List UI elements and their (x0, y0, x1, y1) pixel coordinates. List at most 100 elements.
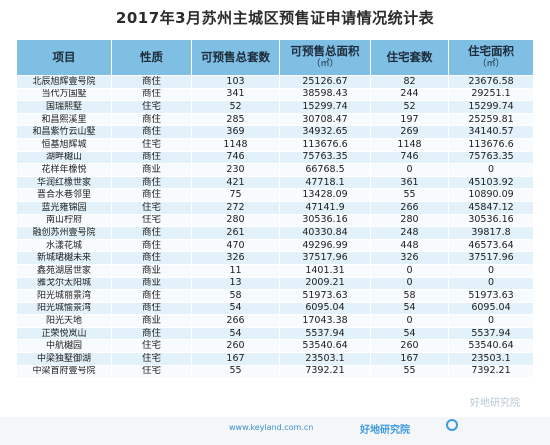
table-row: 中航樾园 住宅 260 53540.64 260 53540.64 (16, 339, 534, 354)
cell-total-area: 37517.96 (279, 251, 371, 265)
header-total-units: 可预售总套数 (191, 39, 280, 76)
footer-website: www.keyland.com.cn (229, 423, 314, 432)
cell-total-units: 421 (191, 175, 280, 190)
cell-type: 商住 (111, 289, 192, 303)
table-row: 阳光城愉景湾 商住 54 6095.04 54 6095.04 (16, 301, 534, 316)
presale-statistics-table: 项目 性质 可预售总套数 可预售总面积 （㎡） 住宅套数 住宅面积 （㎡） 北辰旭辉… (16, 39, 534, 379)
cell-total-area: 47718.1 (279, 175, 371, 190)
table-row: 当代万国墅 商住 341 38598.43 244 29251.1 (16, 87, 534, 102)
cell-project: 鑫苑湖居世家 (16, 263, 112, 278)
cell-type: 商业 (111, 276, 192, 291)
cell-residential-units: 0 (370, 263, 449, 278)
cell-residential-area: 23503.1 (448, 352, 534, 366)
cell-type: 商业 (111, 314, 192, 328)
cell-residential-units: 266 (370, 200, 449, 215)
cell-residential-area: 25259.81 (448, 112, 534, 127)
cell-total-area: 6095.04 (279, 301, 371, 316)
cell-type: 商业 (111, 263, 192, 278)
cell-total-units: 341 (191, 87, 280, 102)
cell-residential-units: 244 (370, 87, 449, 102)
cell-residential-area: 45847.12 (448, 200, 534, 215)
cell-total-units: 230 (191, 163, 280, 177)
cell-type: 商业 (111, 163, 192, 177)
cell-residential-area: 0 (448, 263, 534, 278)
cell-project: 南山柠府 (16, 213, 112, 228)
cell-type: 商住 (111, 251, 192, 265)
table-title: 2017年3月苏州主城区预售证申请情况统计表 (115, 9, 435, 27)
cell-total-units: 167 (191, 352, 280, 366)
cell-residential-area: 53540.64 (448, 339, 534, 354)
cell-project: 和昌熙溪里 (16, 112, 112, 127)
cell-residential-area: 6095.04 (448, 301, 534, 316)
cell-residential-units: 52 (370, 100, 449, 114)
cell-residential-units: 361 (370, 175, 449, 190)
cell-project: 中航樾园 (16, 339, 112, 354)
cell-total-units: 58 (191, 289, 280, 303)
cell-type: 商住 (111, 175, 192, 190)
cell-type: 商住 (111, 226, 192, 240)
cell-residential-units: 326 (370, 251, 449, 265)
cell-total-area: 34932.65 (279, 125, 371, 139)
cell-residential-units: 746 (370, 150, 449, 165)
header-project: 项目 (16, 39, 112, 76)
cell-type: 商住 (111, 188, 192, 202)
cell-type: 商住 (111, 75, 192, 89)
cell-total-units: 54 (191, 301, 280, 316)
footer-brand: 好地研究院 (360, 425, 410, 436)
cell-project: 中梁独墅御湖 (16, 352, 112, 366)
table-row: 和昌紫竹云山墅 商住 369 34932.65 269 34140.57 (16, 125, 534, 139)
cell-project: 华润红橡世家 (16, 175, 112, 190)
cell-total-area: 66768.5 (279, 163, 371, 177)
table-row: 新城珺樾未来 商住 326 37517.96 326 37517.96 (16, 251, 534, 265)
footer-band (0, 417, 550, 445)
cell-residential-units: 269 (370, 125, 449, 139)
cell-total-units: 1148 (191, 137, 280, 152)
table-row: 水漾花城 商住 470 49296.99 448 46573.64 (16, 238, 534, 253)
cell-residential-units: 0 (370, 276, 449, 291)
cell-project: 中梁首府壹号院 (16, 364, 112, 379)
header-type: 性质 (111, 39, 192, 76)
cell-project: 湖畔樾山 (16, 150, 112, 165)
cell-total-area: 7392.21 (279, 364, 371, 379)
cell-residential-units: 0 (370, 163, 449, 177)
cell-total-units: 55 (191, 364, 280, 379)
cell-residential-units: 248 (370, 226, 449, 240)
cell-total-area: 49296.99 (279, 238, 371, 253)
table-row: 中梁首府壹号院 住宅 55 7392.21 55 7392.21 (16, 364, 534, 379)
cell-total-units: 13 (191, 276, 280, 291)
cell-project: 阳光天地 (16, 314, 112, 328)
cell-residential-area: 0 (448, 314, 534, 328)
cell-residential-units: 54 (370, 301, 449, 316)
cell-total-area: 38598.43 (279, 87, 371, 102)
cell-residential-area: 75763.35 (448, 150, 534, 165)
cell-residential-units: 0 (370, 314, 449, 328)
table-row: 雅戈尔太阳城 商业 13 2009.21 0 0 (16, 276, 534, 291)
cell-project: 新城珺樾未来 (16, 251, 112, 265)
cell-project: 晋合水巷邻里 (16, 188, 112, 202)
header-total-area: 可预售总面积 （㎡） (279, 39, 371, 76)
cell-project: 当代万国墅 (16, 87, 112, 102)
cell-type: 商住 (111, 301, 192, 316)
cell-total-units: 75 (191, 188, 280, 202)
cell-residential-area: 46573.64 (448, 238, 534, 253)
cell-total-units: 266 (191, 314, 280, 328)
cell-total-area: 30536.16 (279, 213, 371, 228)
cell-total-area: 17043.38 (279, 314, 371, 328)
header-residential-units: 住宅套数 (370, 39, 449, 76)
cell-residential-units: 260 (370, 339, 449, 354)
cell-total-units: 260 (191, 339, 280, 354)
table-row: 和昌熙溪里 商住 285 30708.47 197 25259.81 (16, 112, 534, 127)
cell-residential-area: 7392.21 (448, 364, 534, 379)
table-row: 华润红橡世家 商住 421 47718.1 361 45103.92 (16, 175, 534, 190)
cell-project: 蓝光雍锦园 (16, 200, 112, 215)
cell-total-area: 15299.74 (279, 100, 371, 114)
cell-type: 住宅 (111, 213, 192, 228)
cell-residential-units: 280 (370, 213, 449, 228)
cell-project: 北辰旭辉壹号院 (16, 75, 112, 89)
cell-total-units: 326 (191, 251, 280, 265)
cell-residential-area: 113676.6 (448, 137, 534, 152)
cell-total-units: 54 (191, 326, 280, 341)
cell-total-area: 23503.1 (279, 352, 371, 366)
table-body: 北辰旭辉壹号院 商住 103 25126.67 82 23676.58 当代万国墅 商住 341… (16, 75, 534, 379)
cell-residential-units: 58 (370, 289, 449, 303)
